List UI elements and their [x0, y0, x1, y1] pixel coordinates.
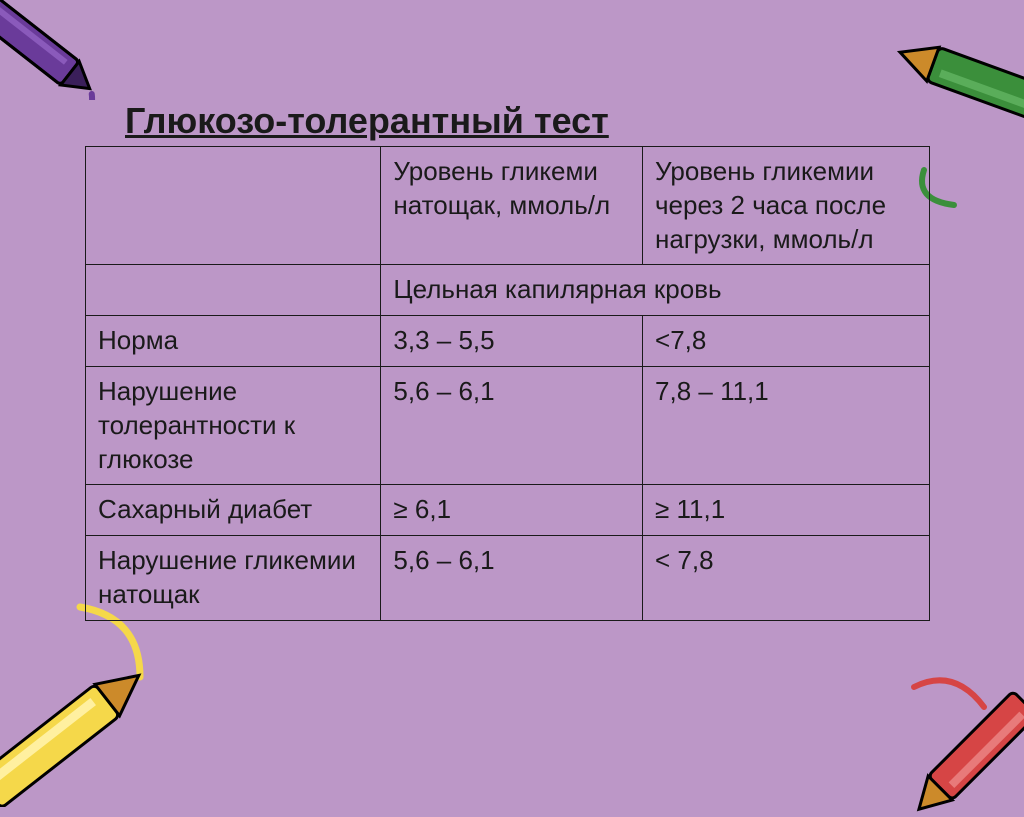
slide-title: Глюкозо-толерантный тест — [85, 100, 930, 146]
cell-after-load: <7,8 — [643, 316, 930, 367]
table-header-row: Уровень гликеми натощак, ммоль/л Уровень… — [86, 147, 930, 265]
header-empty-cell — [86, 147, 381, 265]
cell-after-load: ≥ 11,1 — [643, 485, 930, 536]
subheader-capillary: Цельная капилярная кровь — [381, 265, 930, 316]
crayon-decoration-top-left — [0, 0, 130, 100]
subheader-empty-cell — [86, 265, 381, 316]
slide-content: Глюкозо-толерантный тест Уровень гликеми… — [85, 100, 930, 621]
row-label: Нарушение гликемии натощак — [86, 536, 381, 621]
crayon-decoration-bottom-right — [884, 637, 1024, 817]
table-row: Нарушение толерантности к глюкозе 5,6 – … — [86, 366, 930, 484]
glucose-tolerance-table: Уровень гликеми натощак, ммоль/л Уровень… — [85, 146, 930, 621]
row-label: Сахарный диабет — [86, 485, 381, 536]
table-subheader-row: Цельная капилярная кровь — [86, 265, 930, 316]
row-label: Норма — [86, 316, 381, 367]
table-row: Норма 3,3 – 5,5 <7,8 — [86, 316, 930, 367]
cell-fasting: 3,3 – 5,5 — [381, 316, 643, 367]
cell-fasting: 5,6 – 6,1 — [381, 366, 643, 484]
table-row: Нарушение гликемии натощак 5,6 – 6,1 < 7… — [86, 536, 930, 621]
cell-after-load: 7,8 – 11,1 — [643, 366, 930, 484]
cell-after-load: < 7,8 — [643, 536, 930, 621]
row-label: Нарушение толерантности к глюкозе — [86, 366, 381, 484]
cell-fasting: 5,6 – 6,1 — [381, 536, 643, 621]
table-row: Сахарный диабет ≥ 6,1 ≥ 11,1 — [86, 485, 930, 536]
header-after-load: Уровень гликемии через 2 часа после нагр… — [643, 147, 930, 265]
cell-fasting: ≥ 6,1 — [381, 485, 643, 536]
header-fasting: Уровень гликеми натощак, ммоль/л — [381, 147, 643, 265]
